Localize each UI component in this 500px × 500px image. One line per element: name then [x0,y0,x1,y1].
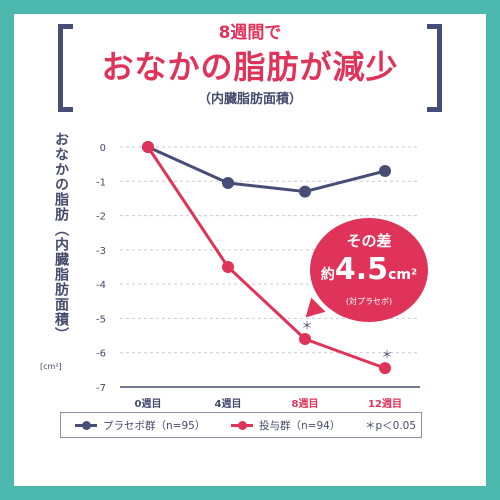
y-tick-label: -7 [96,383,106,394]
y-axis-label: おなかの脂肪（内臓脂肪面積） [53,132,69,342]
y-tick-label: -2 [96,212,106,223]
callout-label: その差 [346,232,392,250]
legend: プラセボ群（n=95） 投与群（n=94） ＊p＜0.05 [60,412,422,438]
significance-note: ＊p＜0.05 [365,420,417,432]
y-tick-label: -3 [96,246,106,257]
x-tick-label: 0週目 [135,398,162,410]
callout-note: (対プラセボ) [345,297,393,306]
callout-number: 4.5 [334,252,389,287]
left-bracket [58,24,73,112]
y-axis-unit: [cm²] [40,362,62,371]
treatment-data-point [222,261,234,273]
treatment-data-point [142,141,154,153]
x-tick-label: 4週目 [215,398,242,410]
right-bracket [427,24,442,112]
y-tick-label: -5 [96,314,106,325]
y-tick-label: -1 [96,177,106,188]
x-tick-label: 12週目 [368,398,402,410]
placebo-data-point [222,177,234,189]
callout-unit: cm² [388,267,418,283]
legend-placebo-marker [82,421,91,430]
title-top: 8週間で [218,23,282,43]
placebo-data-point [299,185,311,198]
placebo-series-line [147,145,386,194]
y-tick-label: -6 [96,349,106,360]
difference-callout: その差 約4.5cm² (対プラセボ) [310,218,428,322]
legend-placebo-label: プラセボ群（n=95） [103,420,206,432]
x-tick-label: 8週目 [292,398,319,410]
significance-marker: ＊ [302,319,313,332]
legend-treatment-label: 投与群（n=94） [259,420,341,432]
callout-prefix: 約 [320,267,335,283]
significance-marker: ＊ [382,348,393,361]
treatment-series-line [146,146,386,370]
page-title: おなかの脂肪が減少 [101,48,399,86]
title-subtitle: （内臓脂肪面積） [197,92,302,107]
treatment-data-point [299,333,311,345]
y-tick-label: 0 [100,143,106,154]
y-tick-label: -4 [96,280,106,291]
callout-value: 約4.5cm² [310,252,428,287]
treatment-data-point [379,362,391,375]
placebo-data-point [379,165,391,177]
legend-treatment-marker [238,421,247,430]
